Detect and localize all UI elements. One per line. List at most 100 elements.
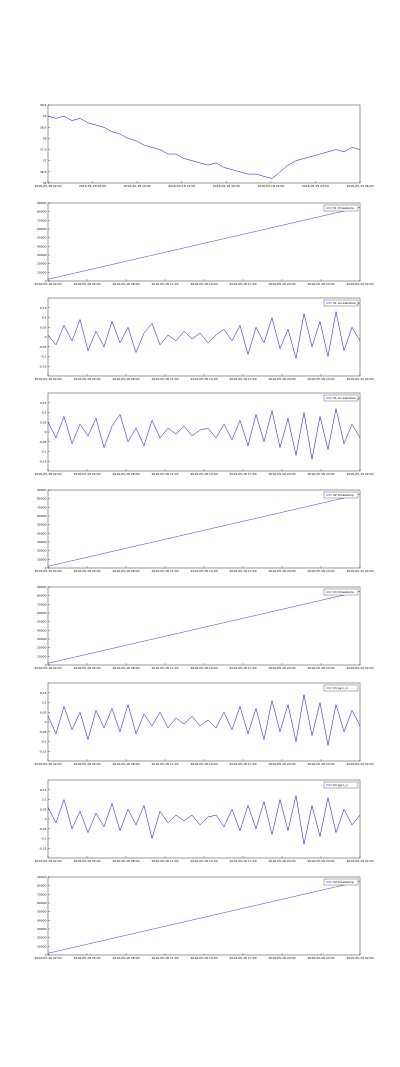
legend-box [323,684,359,692]
x-tick-label: 2016-05-18 02:00 [34,282,61,286]
x-tick-label: 2016-05-18 02:00 [34,472,61,476]
x-tick-label: 2016-05-18 05:00 [73,956,100,960]
chart: 0 10000 20000 30000 40000 50000 60000 70000 8000… [34,201,373,286]
y-tick-label: 10000 [37,270,47,274]
x-tick-label: 2016-05-18 08:00 [112,666,139,670]
x-tick-label: 2016-05-19 02:00 [346,377,373,381]
plot-frame [47,202,361,282]
plot-frame [47,104,361,184]
y-tick-label: 10000 [37,654,47,658]
x-tick-label: 2016-05-18 11:00 [151,377,178,381]
plot-frame [47,876,361,956]
x-tick-label: 2016-05-18 08:00 [112,859,139,863]
y-tick-label: 0 [45,430,47,434]
x-tick-label: 2016-05-18 02:00 [34,956,61,960]
y-tick-label: -0.15 [39,749,47,753]
x-tick-label: 2016-05-18 17:00 [229,472,256,476]
y-tick-label: 30000 [37,927,47,931]
y-tick-label: 20000 [37,646,47,650]
x-tick-label: 2016-05-18 20:00 [268,762,295,766]
legend-box [323,781,359,789]
legend-box [323,204,359,212]
y-tick-label: 39 [43,114,47,118]
legend-box [323,588,359,596]
x-tick-label: 2016-05-18 14:00 [190,956,217,960]
y-tick-label: 0.15 [40,306,47,310]
y-tick-label: 0.05 [40,807,47,811]
x-tick-label: 2016-05-18 20:00 [268,956,295,960]
y-tick-label: 80000 [37,497,47,501]
y-tick-label: 10000 [37,557,47,561]
x-tick-label: 2016-05-19 02:00 [346,762,373,766]
y-tick-label: 36 [43,181,47,185]
y-tick-label: 40000 [37,244,47,248]
x-tick-label: 2016-05-18 20:00 [268,472,295,476]
y-tick-label: -0.15 [39,459,47,463]
y-tick-label: 60000 [37,901,47,905]
x-tick-label: 2016-05-18 06:00 [79,184,106,188]
x-tick-label: 2016-05-19 02:00 [302,184,329,188]
x-tick-label: 2016-05-18 17:00 [229,569,256,573]
y-tick-label: 90000 [37,585,47,589]
y-tick-label: -0.15 [39,364,47,368]
y-tick-label: -0.05 [39,440,47,444]
legend-label: S4 timestamp [333,880,354,884]
x-tick-label: 2016-05-18 11:00 [151,282,178,286]
x-tick-label: 2016-05-18 02:00 [34,184,61,188]
y-tick-label: 80000 [37,210,47,214]
y-tick-label: 0 [45,817,47,821]
y-tick-label: 20000 [37,549,47,553]
x-tick-label: 2016-05-18 05:00 [73,377,100,381]
y-tick-label: 0.15 [40,691,47,695]
y-tick-label: 80000 [37,884,47,888]
y-tick-label: 40000 [37,918,47,922]
x-tick-label: 2016-05-18 17:00 [229,762,256,766]
legend-label: S3 timestamp [333,590,354,594]
legend-label: S1 timestamp [333,206,354,210]
legend-box [323,299,359,307]
y-tick-label: 20000 [37,262,47,266]
plot-frame [47,489,361,569]
legend-label: S3 gyro_x [333,686,348,690]
x-tick-label: 2016-05-18 11:00 [151,956,178,960]
x-tick-label: 2016-05-19 02:00 [346,472,373,476]
x-tick-label: 2016-05-18 11:00 [151,762,178,766]
y-tick-label: 38.5 [40,125,47,129]
x-tick-label: 2016-05-18 20:00 [268,569,295,573]
x-tick-label: 2016-05-18 20:00 [268,666,295,670]
x-tick-label: 2016-05-18 23:00 [307,859,334,863]
y-tick-label: 0.15 [40,788,47,792]
plot-frame [47,392,361,472]
y-tick-label: 0 [45,335,47,339]
chart: 0 10000 20000 30000 40000 50000 60000 70000 8000… [34,488,373,573]
y-tick-label: 0 [45,953,47,957]
x-tick-label: 2016-05-18 23:00 [307,472,334,476]
plot-frame [47,586,361,666]
y-tick-label: 90000 [37,875,47,879]
x-tick-label: 2016-05-19 02:00 [346,859,373,863]
y-tick-label: -0.1 [41,837,47,841]
x-tick-label: 2016-05-19 06:00 [346,184,373,188]
y-tick-label: -0.1 [41,740,47,744]
x-tick-label: 2016-05-18 23:00 [307,956,334,960]
x-tick-label: 2016-05-18 05:00 [73,472,100,476]
data-line [47,694,361,746]
y-tick-label: 38 [43,136,47,140]
data-line [47,494,361,567]
y-tick-label: 60000 [37,514,47,518]
x-tick-label: 2016-05-18 05:00 [73,859,100,863]
x-tick-label: 2016-05-18 17:00 [229,666,256,670]
y-tick-label: 0.1 [42,316,47,320]
data-line [47,881,361,954]
x-tick-label: 2016-05-18 10:00 [124,184,151,188]
y-tick-label: 30000 [37,637,47,641]
data-line [47,408,361,460]
x-tick-label: 2016-05-18 05:00 [73,282,100,286]
y-tick-label: 70000 [37,218,47,222]
data-line [47,207,361,280]
y-tick-label: -0.1 [41,355,47,359]
y-tick-label: 37 [43,159,47,163]
x-tick-label: 2016-05-19 02:00 [346,569,373,573]
x-tick-label: 2016-05-18 14:00 [190,666,217,670]
